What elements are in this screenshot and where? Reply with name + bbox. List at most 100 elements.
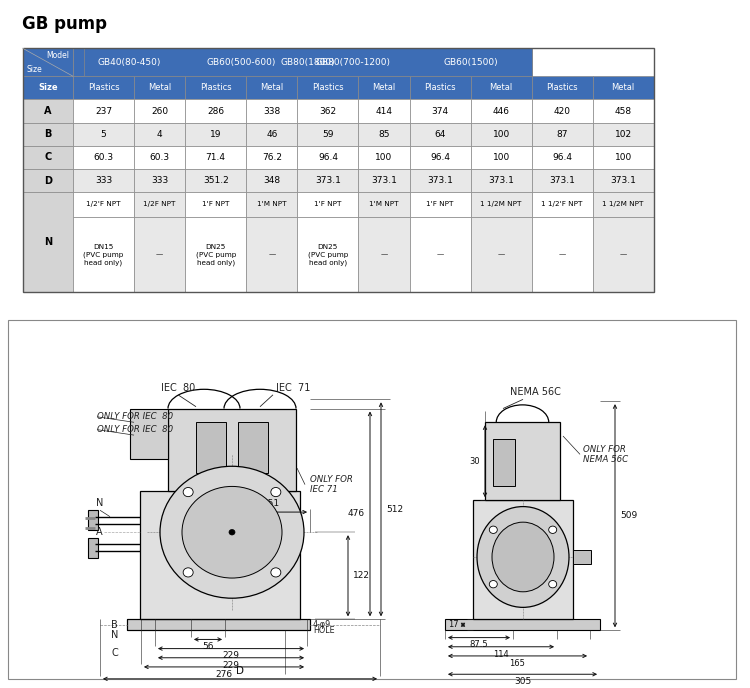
Text: 64: 64 bbox=[434, 130, 445, 139]
Text: Size: Size bbox=[38, 83, 58, 92]
Bar bbox=[238, 422, 268, 473]
Text: 362: 362 bbox=[320, 107, 337, 116]
Text: Plastics: Plastics bbox=[312, 83, 344, 92]
Text: 100: 100 bbox=[614, 153, 632, 162]
Text: 100: 100 bbox=[375, 153, 392, 162]
Text: 373.1: 373.1 bbox=[549, 176, 575, 185]
Text: ONLY FOR IEC  80: ONLY FOR IEC 80 bbox=[97, 412, 173, 421]
Bar bbox=[298, 192, 358, 217]
Bar bbox=[470, 169, 532, 192]
Bar bbox=[473, 500, 573, 619]
Bar bbox=[410, 122, 470, 146]
Circle shape bbox=[271, 488, 280, 497]
Bar bbox=[532, 122, 592, 146]
Text: 286: 286 bbox=[207, 107, 224, 116]
Ellipse shape bbox=[492, 522, 554, 592]
Bar bbox=[298, 146, 358, 169]
Circle shape bbox=[183, 568, 194, 577]
Text: Metal: Metal bbox=[490, 83, 513, 92]
Text: 59: 59 bbox=[322, 130, 334, 139]
Text: 1/2'F NPT: 1/2'F NPT bbox=[86, 202, 121, 208]
Text: B: B bbox=[111, 620, 118, 630]
Bar bbox=[298, 169, 358, 192]
Bar bbox=[358, 100, 410, 122]
Text: 229: 229 bbox=[223, 652, 239, 660]
Text: 60.3: 60.3 bbox=[149, 153, 170, 162]
Text: 374: 374 bbox=[431, 107, 448, 116]
Text: 373.1: 373.1 bbox=[315, 176, 340, 185]
Bar bbox=[127, 619, 310, 630]
Circle shape bbox=[489, 581, 497, 588]
Text: 114: 114 bbox=[494, 649, 508, 658]
Text: —: — bbox=[559, 252, 566, 257]
Text: ONLY FOR
IEC 71: ONLY FOR IEC 71 bbox=[310, 475, 352, 494]
Bar bbox=[22, 76, 73, 100]
Bar bbox=[470, 122, 532, 146]
Bar bbox=[22, 122, 73, 146]
Text: 100: 100 bbox=[493, 130, 510, 139]
Text: 1'F NPT: 1'F NPT bbox=[427, 202, 454, 208]
Bar bbox=[532, 192, 592, 217]
Bar bbox=[298, 76, 358, 100]
Text: Plastics: Plastics bbox=[424, 83, 456, 92]
Text: 351.2: 351.2 bbox=[202, 176, 229, 185]
Bar bbox=[410, 146, 470, 169]
Bar bbox=[592, 100, 653, 122]
Bar bbox=[22, 48, 73, 76]
Bar bbox=[185, 76, 246, 100]
Text: Metal: Metal bbox=[372, 83, 395, 92]
Bar bbox=[134, 217, 185, 292]
Text: N: N bbox=[44, 237, 52, 247]
Circle shape bbox=[182, 486, 282, 578]
Bar bbox=[410, 48, 532, 76]
Text: 276: 276 bbox=[215, 669, 232, 678]
Text: 1 1/2M NPT: 1 1/2M NPT bbox=[602, 202, 644, 208]
Bar bbox=[592, 122, 653, 146]
Text: 100: 100 bbox=[493, 153, 510, 162]
Bar bbox=[246, 76, 298, 100]
Bar bbox=[134, 169, 185, 192]
Bar bbox=[73, 122, 134, 146]
Text: 19: 19 bbox=[210, 130, 221, 139]
Text: 56: 56 bbox=[202, 642, 214, 651]
Bar bbox=[298, 122, 358, 146]
Text: 338: 338 bbox=[263, 107, 280, 116]
Text: 87: 87 bbox=[556, 130, 568, 139]
Text: 17: 17 bbox=[448, 621, 459, 630]
Bar bbox=[592, 146, 653, 169]
Text: IEC  80: IEC 80 bbox=[160, 383, 195, 393]
Bar bbox=[470, 76, 532, 100]
Text: Metal: Metal bbox=[260, 83, 284, 92]
Text: 4-φ9: 4-φ9 bbox=[313, 621, 332, 630]
Bar bbox=[73, 192, 134, 217]
Text: 87.5: 87.5 bbox=[470, 641, 488, 649]
Text: 237: 237 bbox=[95, 107, 112, 116]
Text: 122: 122 bbox=[353, 571, 370, 580]
Bar bbox=[485, 422, 560, 500]
Bar bbox=[470, 146, 532, 169]
Text: 1'M NPT: 1'M NPT bbox=[369, 202, 399, 208]
Bar bbox=[73, 169, 134, 192]
Bar bbox=[185, 48, 298, 76]
Text: C: C bbox=[44, 153, 51, 162]
Text: 420: 420 bbox=[554, 107, 571, 116]
Bar bbox=[298, 48, 410, 76]
Bar bbox=[185, 122, 246, 146]
Text: 373.1: 373.1 bbox=[488, 176, 514, 185]
Bar bbox=[88, 538, 98, 558]
Circle shape bbox=[229, 530, 235, 535]
Text: GB pump: GB pump bbox=[22, 15, 107, 33]
Text: 1 1/2M NPT: 1 1/2M NPT bbox=[481, 202, 522, 208]
Text: 85: 85 bbox=[378, 130, 390, 139]
Text: Plastics: Plastics bbox=[88, 83, 119, 92]
Bar bbox=[532, 76, 592, 100]
Circle shape bbox=[183, 488, 194, 497]
Bar bbox=[410, 76, 470, 100]
Text: GB80(700-1200): GB80(700-1200) bbox=[316, 58, 391, 67]
Text: 512: 512 bbox=[386, 505, 404, 514]
Bar bbox=[185, 169, 246, 192]
Bar bbox=[168, 409, 296, 491]
Text: A: A bbox=[96, 527, 103, 537]
Text: GB60(500-600): GB60(500-600) bbox=[206, 58, 276, 67]
Bar bbox=[73, 76, 134, 100]
